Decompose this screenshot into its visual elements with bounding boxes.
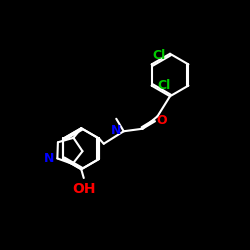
Text: N: N [44,152,54,165]
Text: Cl: Cl [153,49,166,62]
Text: OH: OH [72,182,96,196]
Text: N: N [112,124,122,136]
Text: Cl: Cl [158,79,171,92]
Text: O: O [157,114,168,127]
